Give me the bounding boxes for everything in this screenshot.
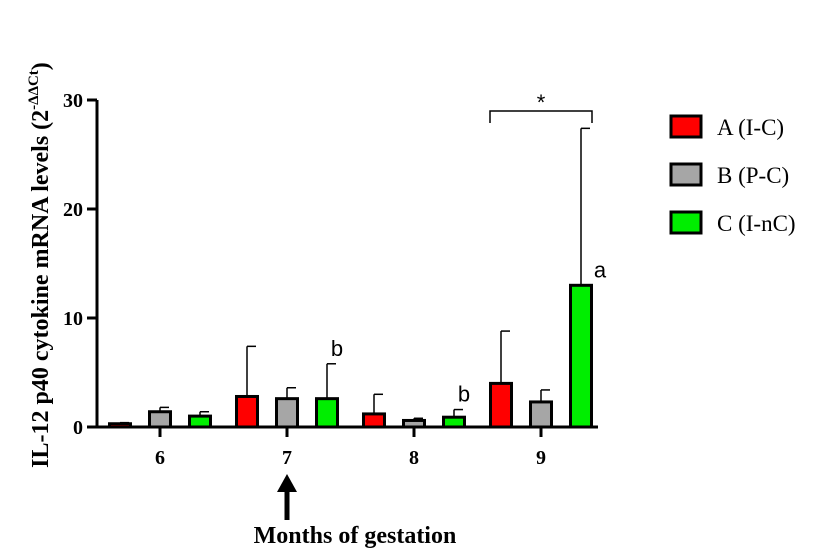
legend-swatch (669, 162, 703, 187)
y-tick-label: 10 (63, 308, 83, 330)
bar (235, 394, 259, 429)
x-tick-label: 9 (536, 447, 546, 469)
x-tick-label: 6 (155, 447, 165, 469)
bar (315, 397, 339, 429)
y-tick-label: 0 (73, 417, 83, 439)
significance-letter: b (331, 336, 343, 361)
significance-bracket (489, 110, 593, 123)
significance-star: * (537, 90, 546, 115)
y-axis-title-superscript: -ΔΔCt (26, 70, 42, 110)
y-axis-title-suffix: ) (28, 62, 54, 70)
significance-letter: a (594, 257, 607, 282)
bar (188, 414, 212, 429)
annotations-layer: b b a * (277, 90, 607, 520)
legend-swatch (669, 210, 703, 235)
arrow-head (277, 474, 297, 492)
y-axis-title: IL-12 p40 cytokine mRNA levels (2-ΔΔCt) (26, 62, 54, 468)
y-tick-label: 20 (63, 199, 83, 221)
bars-layer (108, 127, 593, 429)
significance-letter: b (458, 382, 470, 407)
legend-label: B (P-C) (717, 163, 789, 188)
bar (362, 412, 386, 429)
bar (489, 381, 513, 429)
x-axis-title: Months of gestation (254, 523, 457, 549)
x-tick-label: 7 (282, 447, 292, 469)
legend: A (I-C) B (P-C) C (I-nC) (669, 114, 796, 236)
axes-layer: 0 10 20 30 6 7 8 9 (63, 90, 598, 469)
bar (569, 283, 593, 429)
bar (529, 400, 553, 429)
bar (275, 397, 299, 429)
legend-label: C (I-nC) (717, 211, 796, 236)
y-axis-title-main: IL-12 p40 cytokine mRNA levels (2 (28, 110, 54, 468)
bar (148, 410, 172, 429)
y-tick-label: 30 (63, 90, 83, 112)
legend-label: A (I-C) (717, 115, 784, 140)
x-tick-label: 8 (409, 447, 419, 469)
legend-swatch (669, 114, 703, 139)
